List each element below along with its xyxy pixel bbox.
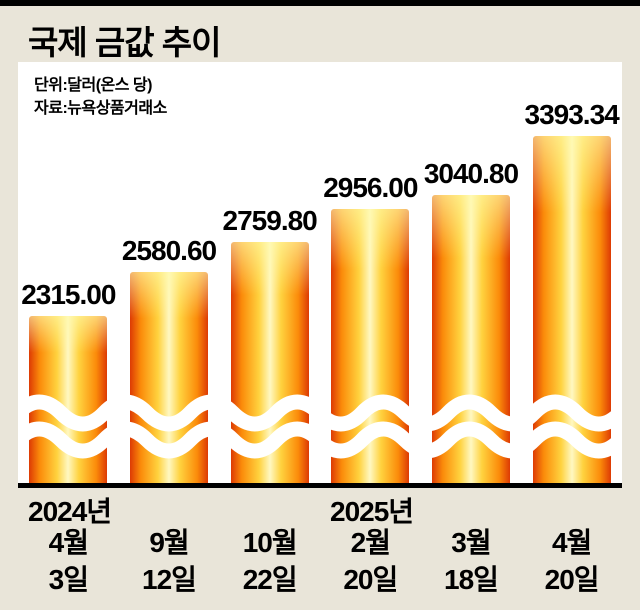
bar bbox=[29, 316, 108, 483]
x-axis-day-label: 18일 bbox=[444, 564, 499, 595]
page-title: 국제 금값 추이 bbox=[28, 24, 221, 61]
x-axis-month-label: 9월 bbox=[149, 527, 189, 558]
year-label-2025: 2025년 bbox=[330, 496, 414, 527]
x-axis-day-label: 22일 bbox=[242, 564, 298, 595]
bar-value-label: 2315.00 bbox=[21, 279, 116, 310]
bar bbox=[331, 209, 410, 483]
bar-value-label: 3393.34 bbox=[524, 99, 620, 130]
top-rule bbox=[0, 0, 640, 6]
x-axis-day-label: 3일 bbox=[48, 564, 89, 595]
x-axis-day-label: 20일 bbox=[544, 564, 600, 595]
x-axis-month-label: 10월 bbox=[242, 527, 298, 558]
bar-column: 3040.80 bbox=[421, 62, 522, 483]
month-label-row: 4월 9월 10월 2월 3월 4월 bbox=[18, 524, 622, 561]
source-label: 자료:뉴욕상품거래소 bbox=[34, 100, 167, 118]
bar-value-label: 3040.80 bbox=[423, 158, 519, 189]
x-axis-month-label: 4월 bbox=[48, 527, 89, 558]
bar-value-label: 2759.80 bbox=[222, 205, 318, 236]
bar bbox=[431, 195, 510, 483]
bar-column: 2956.00 bbox=[320, 62, 421, 483]
x-axis-month-label: 2월 bbox=[350, 527, 391, 558]
unit-label: 단위:달러(온스 당) bbox=[34, 77, 152, 94]
bar bbox=[129, 272, 208, 483]
bar bbox=[230, 242, 309, 483]
year-axis-row: 2024년 2025년 bbox=[18, 490, 622, 527]
bar-column: 2580.60 bbox=[119, 62, 220, 483]
plot-area: 단위:달러(온스 당) 자료:뉴욕상품거래소 2315.00 2580.60 2… bbox=[18, 62, 622, 488]
x-axis-month-label: 3월 bbox=[451, 527, 491, 558]
year-label-2024: 2024년 bbox=[28, 496, 112, 527]
x-axis-day-label: 12일 bbox=[142, 564, 197, 595]
bar-column: 3393.34 bbox=[521, 62, 622, 483]
x-axis-month-label: 4월 bbox=[551, 527, 592, 558]
chart-meta: 단위:달러(온스 당) 자료:뉴욕상품거래소 bbox=[34, 74, 167, 120]
bar-value-label: 2580.60 bbox=[121, 235, 217, 266]
bar bbox=[532, 136, 611, 483]
bar-column: 2759.80 bbox=[219, 62, 320, 483]
bar-column: 2315.00 bbox=[18, 62, 119, 483]
bar-value-label: 2956.00 bbox=[323, 172, 418, 203]
bars-row: 2315.00 2580.60 2759.80 2956.00 3040.80 … bbox=[18, 62, 622, 483]
day-label-row: 3일 12일 22일 20일 18일 20일 bbox=[18, 561, 622, 598]
x-axis-day-label: 20일 bbox=[343, 564, 398, 595]
x-axis-labels: 4월 9월 10월 2월 3월 4월 3일 12일 22일 20일 18일 20… bbox=[18, 524, 622, 598]
